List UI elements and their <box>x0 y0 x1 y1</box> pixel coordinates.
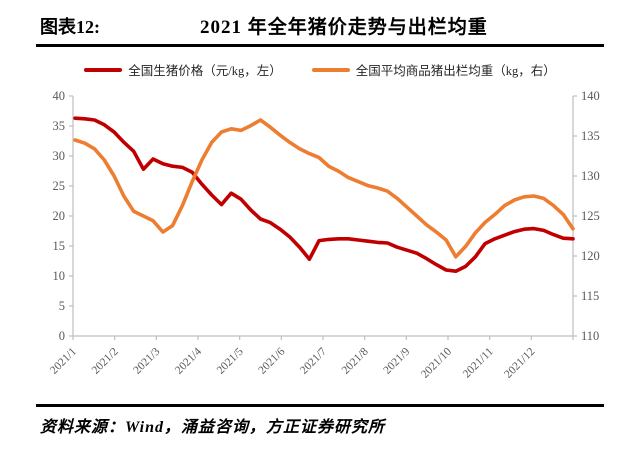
left-axis-tick-label: 15 <box>53 239 66 253</box>
x-axis-tick-label: 2021/10 <box>419 345 454 380</box>
x-axis-tick-label: 2021/4 <box>173 345 204 376</box>
left-axis-tick-label: 40 <box>53 89 66 103</box>
right-axis-tick-label: 125 <box>581 209 600 223</box>
right-axis-tick-label: 135 <box>581 129 600 143</box>
price-line-series <box>73 116 575 273</box>
right-axis-tick-label: 115 <box>581 289 599 303</box>
left-axis-tick-label: 35 <box>53 119 66 133</box>
legend-label-price: 全国生猪价格（元/kg，左） <box>128 64 282 78</box>
x-axis-tick-label: 2021/7 <box>298 345 329 376</box>
left-axis-tick-label: 10 <box>53 269 66 283</box>
left-axis-tick-label: 5 <box>59 299 65 313</box>
legend-line-swatch-orange <box>311 67 350 72</box>
right-axis-tick-label: 110 <box>581 329 599 343</box>
x-axis-tick-label: 2021/12 <box>502 345 537 380</box>
x-axis-tick-label: 2021/8 <box>340 345 371 376</box>
line-chart: 0 5 10 15 20 25 30 35 40 110 115 120 125 130 135 140 202… <box>48 89 600 381</box>
right-axis-tick-label: 130 <box>581 169 600 183</box>
legend-line-swatch-red <box>84 67 123 72</box>
footer-divider-rule <box>36 404 604 407</box>
x-axis-tick-label: 2021/2 <box>90 345 121 376</box>
chart-legend: 全国生猪价格（元/kg，左） 全国平均商品猪出栏均重（kg，右） <box>0 60 640 79</box>
legend-item-weight: 全国平均商品猪出栏均重（kg，右） <box>311 60 556 79</box>
x-axis-tick-label: 2021/9 <box>381 345 412 376</box>
right-axis-tick-label: 140 <box>581 89 600 103</box>
left-axis-tick-label: 0 <box>59 329 65 343</box>
x-axis-tick-label: 2021/3 <box>131 345 162 376</box>
x-axis-tick-label: 2021/1 <box>48 345 79 376</box>
weight-line-series <box>73 118 575 259</box>
left-axis-tick-label: 25 <box>53 179 66 193</box>
legend-item-price: 全国生猪价格（元/kg，左） <box>84 60 282 79</box>
left-axis-tick-label: 20 <box>53 209 66 223</box>
x-axis-tick-label: 2021/11 <box>461 345 496 380</box>
legend-label-weight: 全国平均商品猪出栏均重（kg，右） <box>355 64 556 78</box>
title-divider-rule <box>36 44 604 47</box>
left-axis-tick-label: 30 <box>53 149 66 163</box>
x-axis-tick-label: 2021/5 <box>215 345 246 376</box>
source-text: 资料来源：Wind，涌益咨询，方正证券研究所 <box>40 419 385 436</box>
figure-number-label: 图表12: <box>40 17 100 37</box>
right-axis-tick-label: 120 <box>581 249 600 263</box>
chart-title: 2021 年全年猪价走势与出栏均重 <box>200 17 488 38</box>
x-axis-tick-label: 2021/6 <box>256 345 287 376</box>
